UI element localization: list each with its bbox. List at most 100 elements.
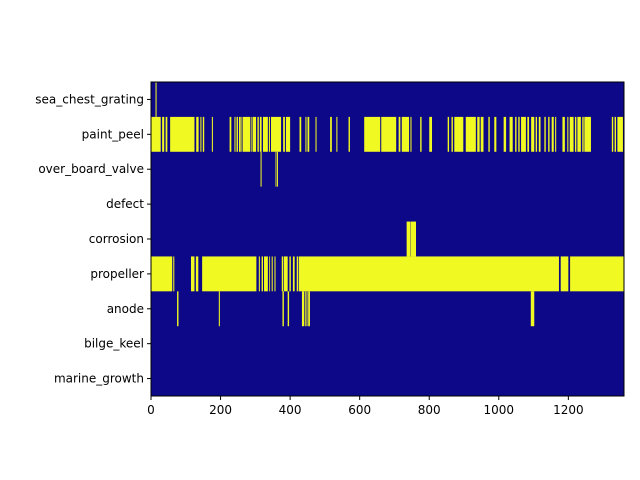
heatmap-cell-paint_peel xyxy=(252,116,257,152)
heatmap-cell-paint_peel xyxy=(521,116,526,152)
heatmap-cell-paint_peel xyxy=(410,116,412,152)
heatmap-cell-paint_peel xyxy=(515,116,517,152)
heatmap-cell-propeller xyxy=(191,256,195,292)
heatmap-cell-paint_peel xyxy=(250,116,252,152)
y-tick-label-over_board_valve: over_board_valve xyxy=(38,162,144,176)
heatmap-cell-paint_peel xyxy=(242,116,251,152)
y-tick-label-bilge_keel: bilge_keel xyxy=(84,337,144,351)
x-tick-label: 400 xyxy=(279,403,302,417)
heatmap-cell-corrosion xyxy=(406,221,411,257)
heatmap-cell-paint_peel xyxy=(503,116,507,152)
y-tick-label-paint_peel: paint_peel xyxy=(82,127,144,141)
x-tick-label: 1000 xyxy=(484,403,515,417)
heatmap-cell-paint_peel xyxy=(488,116,490,152)
heatmap-cell-paint_peel xyxy=(454,116,464,152)
heatmap-cell-paint_peel xyxy=(268,116,270,152)
heatmap-cell-paint_peel xyxy=(544,116,546,152)
heatmap-cell-paint_peel xyxy=(574,116,577,152)
heatmap-cell-paint_peel xyxy=(527,116,530,152)
heatmap-cell-paint_peel xyxy=(577,116,581,152)
heatmap-cell-paint_peel xyxy=(315,116,317,152)
heatmap-cell-paint_peel xyxy=(420,116,422,152)
heatmap-row-propeller xyxy=(151,256,624,292)
heatmap-cell-anode xyxy=(304,291,306,327)
heatmap-cell-paint_peel xyxy=(494,116,497,152)
heatmap-cell-paint_peel xyxy=(364,116,381,152)
heatmap-cell-paint_peel xyxy=(548,116,550,152)
heatmap-cell-paint_peel xyxy=(429,116,433,152)
heatmap-cell-paint_peel xyxy=(202,116,205,152)
heatmap-cell-paint_peel xyxy=(555,116,557,152)
heatmap-cell-paint_peel xyxy=(151,116,161,152)
heatmap-cell-paint_peel xyxy=(348,116,350,152)
heatmap-cell-anode xyxy=(282,291,284,327)
heatmap-cell-propeller xyxy=(281,256,284,292)
heatmap-cell-paint_peel xyxy=(270,116,282,152)
heatmap-cell-paint_peel xyxy=(614,116,616,152)
heatmap-cell-paint_peel xyxy=(236,116,238,152)
heatmap-cell-paint_peel xyxy=(305,116,307,152)
heatmap-cell-paint_peel xyxy=(551,116,554,152)
heatmap-cell-paint_peel xyxy=(584,116,591,152)
heatmap-cell-propeller xyxy=(570,256,624,292)
heatmap-cell-paint_peel xyxy=(538,116,541,152)
y-tick-label-corrosion: corrosion xyxy=(89,232,144,246)
heatmap-cell-paint_peel xyxy=(465,116,476,152)
heatmap-cell-paint_peel xyxy=(480,116,484,152)
heatmap-cell-paint_peel xyxy=(229,116,232,152)
heatmap-cell-paint_peel xyxy=(518,116,520,152)
heatmap-cell-paint_peel xyxy=(562,116,565,152)
heatmap-cell-propeller xyxy=(258,256,260,292)
heatmap-cell-propeller xyxy=(264,256,268,292)
x-axis: 0 200 400 600 800 1000 1200 xyxy=(147,396,584,417)
heatmap-cell-corrosion xyxy=(410,221,417,257)
heatmap-cell-propeller xyxy=(283,256,288,292)
heatmap-cell-paint_peel xyxy=(509,116,513,152)
x-tick-label: 200 xyxy=(209,403,232,417)
heatmap-cell-paint_peel xyxy=(451,116,453,152)
heatmap-cell-paint_peel xyxy=(283,116,285,152)
heatmap-cell-paint_peel xyxy=(234,116,236,152)
heatmap-cell-propeller xyxy=(261,256,263,292)
heatmap-row-anode xyxy=(177,291,535,327)
heatmap-cell-anode xyxy=(177,291,179,327)
heatmap-cell-paint_peel xyxy=(307,116,310,152)
x-tick-label: 800 xyxy=(418,403,441,417)
heatmap-cell-sea_chest_grating xyxy=(155,82,157,117)
x-tick-label: 600 xyxy=(348,403,371,417)
heatmap-cell-propeller xyxy=(202,256,257,292)
axes-frame xyxy=(150,81,625,397)
x-tick-label: 0 xyxy=(147,403,155,417)
y-tick-label-anode: anode xyxy=(107,302,144,316)
heatmap-cell-paint_peel xyxy=(611,116,614,152)
heatmap-cell-paint_peel xyxy=(259,116,262,152)
heatmap-row-paint_peel xyxy=(151,116,623,152)
heatmap-cell-paint_peel xyxy=(299,116,302,152)
heatmap-cell-paint_peel xyxy=(211,116,213,152)
heatmap-cell-propeller xyxy=(292,256,295,292)
x-tick-label: 1200 xyxy=(553,403,584,417)
heatmap-cell-propeller xyxy=(151,256,173,292)
heatmap-cell-propeller xyxy=(173,256,175,292)
heatmap-row-over_board_valve xyxy=(260,151,278,187)
heatmap-row-corrosion xyxy=(406,221,417,257)
heatmap-cell-propeller xyxy=(289,256,291,292)
heatmap-cell-anode xyxy=(218,291,220,327)
heatmap-cell-over_board_valve xyxy=(260,151,262,187)
heatmap-cell-paint_peel xyxy=(567,116,569,152)
heatmap-cell-paint_peel xyxy=(200,116,202,152)
heatmap-cell-paint_peel xyxy=(477,116,480,152)
heatmap-cell-propeller xyxy=(274,256,276,292)
heatmap-cell-propeller xyxy=(195,256,199,292)
plot-area xyxy=(151,82,624,396)
heatmap-cell-paint_peel xyxy=(162,116,165,152)
heatmap-cell-over_board_valve xyxy=(275,151,277,187)
heatmap-cell-paint_peel xyxy=(262,116,268,152)
heatmap-cell-paint_peel xyxy=(381,116,397,152)
heatmap-cell-paint_peel xyxy=(569,116,574,152)
heatmap-cell-paint_peel xyxy=(285,116,291,152)
heatmap-cell-propeller xyxy=(560,256,569,292)
y-tick-label-defect: defect xyxy=(106,197,144,211)
heatmap-cell-paint_peel xyxy=(401,116,410,152)
heatmap-cell-paint_peel xyxy=(398,116,401,152)
